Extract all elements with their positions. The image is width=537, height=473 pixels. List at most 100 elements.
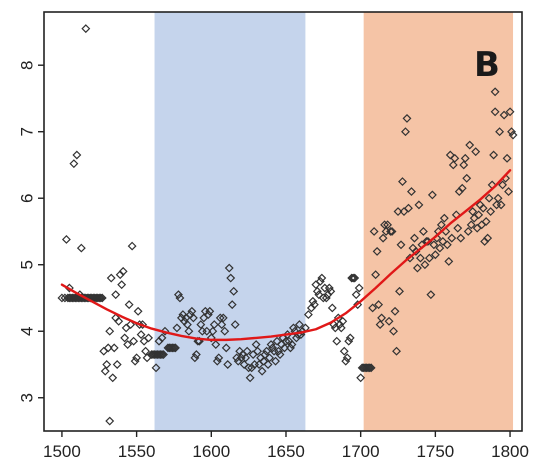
data-point: [495, 127, 505, 137]
data-point: [504, 187, 514, 197]
data-point: [247, 363, 257, 373]
data-point: [508, 130, 518, 140]
data-point: [369, 227, 379, 236]
data-point: [387, 227, 397, 236]
data-point: [188, 313, 198, 323]
data-point: [489, 150, 499, 160]
trend-line-group: [60, 169, 512, 342]
data-point: [463, 227, 473, 236]
data-point: [111, 290, 121, 300]
data-point: [436, 220, 446, 230]
data-point: [76, 243, 86, 253]
data-point: [217, 320, 227, 330]
data-point: [405, 253, 415, 263]
data-point: [418, 227, 428, 236]
data-point: [363, 363, 373, 373]
data-point: [407, 187, 416, 197]
data-point: [209, 320, 219, 330]
data-point: [468, 207, 478, 216]
data-point: [345, 333, 355, 343]
data-point: [287, 340, 297, 349]
y-axis: 3 4 5 6 7 8: [18, 60, 44, 402]
data-point: [383, 220, 393, 230]
data-point: [332, 336, 342, 346]
data-point: [420, 260, 430, 270]
data-point: [141, 346, 151, 356]
data-point: [353, 300, 363, 310]
data-point: [129, 336, 139, 346]
data-point: [100, 366, 110, 376]
data-point: [444, 256, 454, 266]
data-point: [230, 320, 240, 330]
data-point: [127, 241, 137, 251]
data-point: [124, 300, 134, 310]
data-point: [396, 240, 406, 250]
data-point: [271, 356, 280, 366]
data-point: [69, 159, 79, 169]
data-point: [106, 273, 116, 283]
y-tick-label: 6: [18, 193, 37, 202]
data-point: [324, 283, 334, 293]
data-point: [507, 127, 516, 137]
data-point: [327, 303, 337, 313]
data-point: [306, 303, 316, 313]
data-point: [223, 360, 233, 369]
data-point: [335, 320, 345, 330]
data-point: [259, 356, 269, 366]
data-point: [103, 343, 113, 353]
data-point: [336, 323, 346, 333]
data-point: [412, 263, 422, 273]
data-point: [157, 333, 167, 343]
data-point: [229, 286, 239, 296]
data-point: [368, 303, 378, 313]
data-point: [471, 147, 481, 157]
data-point: [114, 316, 124, 326]
data-point: [395, 286, 404, 296]
y-tick-label: 3: [18, 393, 37, 402]
data-point: [294, 320, 304, 330]
data-point: [105, 326, 115, 336]
data-point: [410, 233, 419, 243]
data-point: [454, 187, 464, 197]
data-point: [151, 363, 161, 373]
data-point: [117, 280, 127, 290]
data-point: [424, 253, 434, 263]
data-point: [453, 223, 463, 233]
data-point: [404, 203, 413, 213]
y-tick-label: 8: [18, 60, 37, 69]
data-point: [108, 373, 118, 383]
data-point: [274, 346, 283, 356]
data-point: [445, 150, 455, 160]
data-point: [480, 237, 490, 246]
data-point: [414, 200, 424, 210]
data-point: [187, 306, 197, 316]
data-point: [374, 300, 384, 310]
data-point: [242, 346, 252, 356]
data-point: [438, 237, 448, 246]
trend-line: [60, 169, 512, 342]
data-point: [109, 343, 119, 353]
data-point: [490, 107, 500, 117]
data-point: [430, 250, 440, 260]
data-point: [371, 270, 381, 280]
data-point: [105, 416, 115, 426]
data-point: [375, 320, 385, 330]
data-point: [478, 203, 488, 213]
data-point: [221, 343, 231, 353]
data-point: [169, 343, 179, 353]
data-point: [474, 210, 484, 220]
data-point: [202, 326, 212, 336]
data-point: [459, 160, 469, 170]
data-point: [251, 340, 261, 349]
data-point: [214, 353, 224, 363]
x-tick-label: 1650: [267, 442, 305, 461]
data-point: [159, 350, 168, 359]
data-point: [280, 343, 289, 353]
data-point: [392, 346, 401, 356]
data-point: [245, 373, 255, 383]
data-point: [309, 300, 319, 310]
data-point: [156, 350, 165, 359]
y-tick-label: 7: [18, 127, 37, 136]
data-point: [457, 183, 467, 193]
